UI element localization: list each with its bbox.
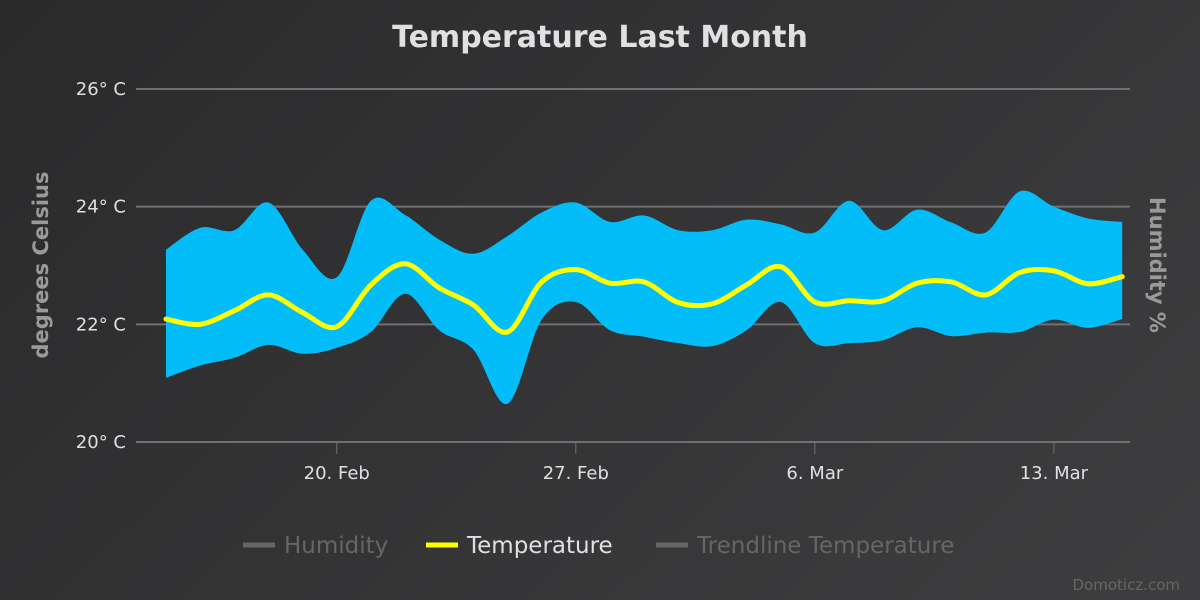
temperature-line bbox=[163, 261, 1125, 335]
x-tick-label: 6. Mar bbox=[786, 463, 843, 484]
legend-label: Humidity bbox=[284, 533, 388, 559]
credit-link[interactable]: Domoticz.com bbox=[1073, 576, 1181, 594]
legend-item-trendline-temperature[interactable]: Trendline Temperature bbox=[656, 533, 954, 559]
legend-item-humidity[interactable]: Humidity bbox=[243, 533, 388, 559]
chart-title: Temperature Last Month bbox=[392, 20, 808, 55]
x-tick-label: 20. Feb bbox=[304, 463, 370, 484]
y-axis-right-title: Humidity % bbox=[1145, 197, 1169, 333]
y-axis-title: degrees Celsius bbox=[29, 172, 53, 359]
y-tick-label: 22° C bbox=[76, 314, 126, 335]
y-tick-label: 20° C bbox=[76, 432, 126, 453]
x-tick-label: 13. Mar bbox=[1020, 463, 1089, 484]
temperature-range-area bbox=[166, 190, 1123, 405]
legend-label: Trendline Temperature bbox=[696, 533, 954, 559]
legend-label: Temperature bbox=[466, 533, 613, 559]
y-tick-label: 26° C bbox=[76, 79, 126, 100]
legend-item-temperature[interactable]: Temperature bbox=[426, 533, 613, 559]
x-tick-label: 27. Feb bbox=[543, 463, 609, 484]
y-tick-label: 24° C bbox=[76, 197, 126, 218]
